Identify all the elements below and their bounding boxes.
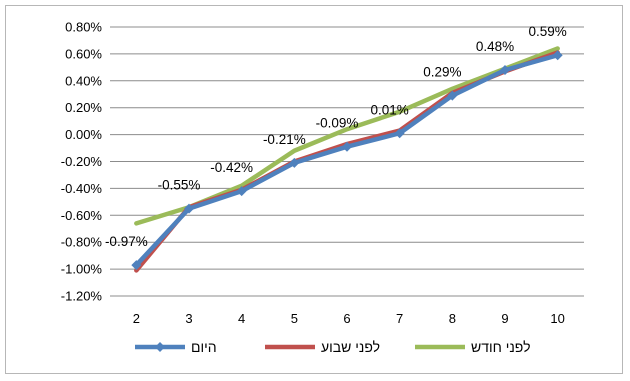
gridlines bbox=[110, 26, 584, 297]
x-tick-label: 10 bbox=[550, 311, 564, 326]
data-point-marker bbox=[394, 128, 405, 139]
data-point-marker bbox=[236, 186, 247, 197]
data-label: -0.21% bbox=[263, 132, 306, 147]
legend-item: לפני חודש bbox=[415, 339, 530, 355]
y-tick-label: -0.20% bbox=[61, 154, 103, 169]
y-tick-label: 0.20% bbox=[65, 100, 102, 115]
legend: היום לפני שבוע לפני חודש bbox=[135, 339, 530, 355]
y-tick-label: 0.80% bbox=[65, 20, 102, 35]
x-tick-label: 2 bbox=[133, 311, 140, 326]
data-label: -0.55% bbox=[158, 178, 201, 193]
y-axis-ticks: 0.80% 0.60% 0.40% 0.20% 0.00% -0.20% -0.40% -0.… bbox=[61, 20, 103, 304]
y-tick-label: 0.60% bbox=[65, 46, 102, 61]
data-point-marker bbox=[342, 141, 352, 152]
data-point-marker bbox=[447, 90, 458, 101]
legend-marker bbox=[155, 342, 165, 352]
data-point-marker bbox=[131, 260, 142, 271]
series-lines bbox=[131, 46, 563, 273]
legend-label: היום bbox=[191, 339, 217, 355]
data-label: -0.42% bbox=[210, 160, 253, 175]
legend-label: לפני שבוע bbox=[321, 339, 380, 355]
y-tick-label: -0.40% bbox=[61, 181, 103, 196]
x-tick-label: 8 bbox=[449, 311, 456, 326]
x-tick-label: 4 bbox=[238, 311, 245, 326]
data-labels: -0.97% -0.55% -0.42% -0.21% -0.09% 0.01% 0.29%… bbox=[105, 24, 567, 249]
series-line bbox=[134, 52, 560, 268]
y-tick-label: -0.80% bbox=[61, 235, 103, 250]
legend-item: לפני שבוע bbox=[265, 339, 380, 355]
y-tick-label: -1.00% bbox=[61, 262, 103, 277]
x-tick-label: 7 bbox=[396, 311, 403, 326]
data-label: 0.59% bbox=[529, 24, 567, 39]
y-tick-label: 0.40% bbox=[65, 73, 102, 88]
x-axis-ticks: 2 3 4 5 6 7 8 9 10 bbox=[133, 311, 565, 326]
legend-item: היום bbox=[135, 339, 217, 355]
x-tick-label: 5 bbox=[291, 311, 298, 326]
data-point-marker bbox=[552, 50, 563, 61]
legend-label: לפני חודש bbox=[471, 339, 530, 355]
data-label: 0.29% bbox=[423, 65, 461, 80]
x-tick-label: 6 bbox=[343, 311, 350, 326]
data-label: -0.09% bbox=[316, 116, 359, 131]
y-tick-label: -0.60% bbox=[61, 208, 103, 223]
data-label: -0.97% bbox=[105, 234, 148, 249]
data-label: 0.01% bbox=[371, 102, 409, 117]
y-tick-label: -1.20% bbox=[61, 289, 103, 304]
data-point-marker bbox=[184, 203, 194, 214]
y-tick-label: 0.00% bbox=[65, 127, 102, 142]
data-label: 0.48% bbox=[476, 39, 514, 54]
data-point-marker bbox=[500, 65, 510, 76]
data-point-marker bbox=[289, 157, 300, 168]
x-tick-label: 9 bbox=[501, 311, 508, 326]
x-tick-label: 3 bbox=[185, 311, 192, 326]
